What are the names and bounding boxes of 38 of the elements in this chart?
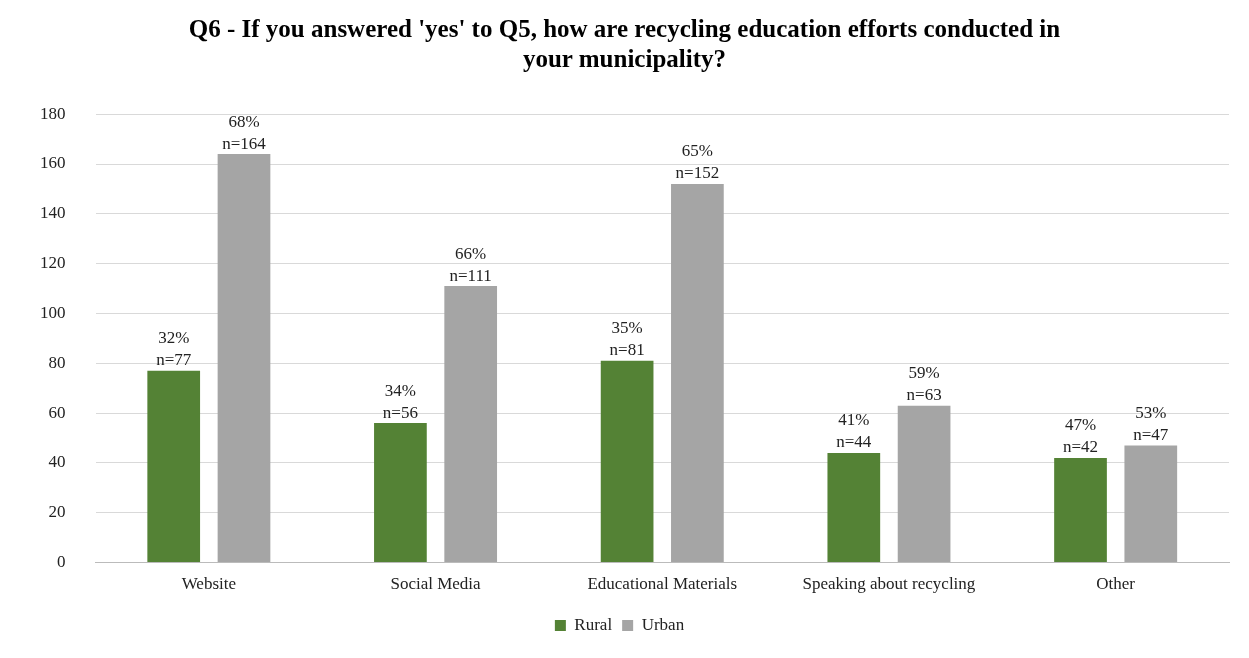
y-tick-label: 180	[40, 103, 66, 123]
y-tick-label: 100	[40, 302, 66, 322]
legend-label: Rural	[574, 614, 613, 634]
chart-title: Q6 - If you answered 'yes' to Q5, how are recycling education efforts conducted in your municipality?	[187, 14, 1062, 74]
bar	[1054, 457, 1107, 563]
bar	[600, 360, 654, 563]
x-tick-label: Speaking about recycling	[802, 574, 976, 594]
y-tick-label: 40	[48, 452, 66, 472]
y-tick-label: 140	[40, 203, 66, 223]
x-tick-label: Website	[181, 574, 237, 594]
bar	[147, 370, 201, 563]
data-label: 35% n=81	[609, 318, 645, 360]
data-label: 65% n=152	[675, 141, 720, 183]
y-tick-label: 160	[40, 153, 66, 173]
x-tick-label: Educational Materials	[587, 574, 738, 594]
data-label: 66% n=111	[449, 243, 492, 285]
bar	[374, 423, 427, 563]
data-label: 53% n=47	[1133, 402, 1169, 444]
x-tick-label: Social Media	[390, 574, 482, 594]
bar	[897, 405, 951, 563]
data-label: 41% n=44	[836, 410, 872, 452]
data-label: 59% n=63	[906, 363, 942, 405]
x-tick-label: Other	[1096, 574, 1136, 594]
bar	[671, 183, 724, 563]
bar	[827, 452, 881, 563]
y-tick-label: 120	[40, 253, 66, 273]
data-label: 47% n=42	[1062, 415, 1099, 457]
data-label: 32% n=77	[156, 328, 192, 370]
y-tick-label: 0	[57, 552, 66, 572]
y-tick-label: 60	[48, 402, 66, 422]
y-tick-label: 20	[48, 502, 66, 522]
data-label: 34% n=56	[382, 380, 418, 422]
y-tick-label: 80	[48, 352, 66, 372]
bar	[217, 154, 271, 563]
bar	[444, 286, 498, 563]
data-label: 68% n=164	[222, 111, 267, 153]
bar	[1124, 445, 1178, 563]
legend-label: Urban	[641, 614, 685, 634]
